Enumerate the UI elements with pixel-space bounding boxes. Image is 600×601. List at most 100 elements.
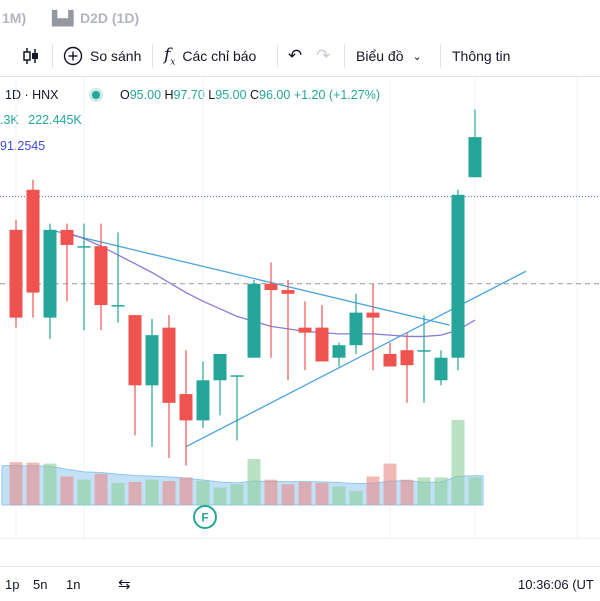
info-button[interactable]: Thông tin xyxy=(452,36,510,76)
volume-bar xyxy=(451,419,465,505)
volume-bar xyxy=(298,482,312,505)
range-1n[interactable]: 1n xyxy=(66,577,81,592)
volume-bar xyxy=(43,463,57,505)
candle-body xyxy=(179,394,193,421)
indicators-button[interactable]: fx Các chỉ báo xyxy=(164,36,256,76)
chart-type-label: Biểu đồ xyxy=(356,48,404,64)
candle-type-button[interactable] xyxy=(22,36,40,76)
candle-body xyxy=(281,290,295,294)
candle-body xyxy=(468,137,482,178)
candle-body xyxy=(298,327,312,333)
candle-body xyxy=(111,305,125,307)
trendline-2 xyxy=(185,270,527,448)
candle-body xyxy=(77,246,91,248)
price-chart[interactable]: 219Tháng Năm1724Tháng 6 F xyxy=(0,77,600,539)
open-value: 95.00 xyxy=(129,88,162,102)
candle-body xyxy=(383,353,397,367)
low-value: 95.00 xyxy=(215,88,247,102)
range-5n[interactable]: 5n xyxy=(33,577,48,592)
legend-exchange: HNX xyxy=(32,88,59,102)
candle-body xyxy=(60,229,74,245)
candle-body xyxy=(128,315,142,386)
function-icon: fx xyxy=(164,44,176,68)
ohlc-values: O95.00 H97.70 L95.00 C96.00 +1.20 (+1.27… xyxy=(120,88,380,102)
volume-bar xyxy=(77,479,91,505)
compare-button[interactable]: So sánh xyxy=(63,36,141,76)
candle-body xyxy=(162,327,176,403)
legend-interval: 1D xyxy=(5,88,21,102)
volume-bar xyxy=(145,479,159,505)
candle-body xyxy=(434,357,448,381)
candle-body xyxy=(145,335,159,386)
info-label: Thông tin xyxy=(452,48,511,64)
volume-bar xyxy=(264,479,278,505)
date-range-icon[interactable]: ⇆ xyxy=(118,576,131,593)
candle-body xyxy=(264,283,278,291)
candle-body xyxy=(196,380,210,421)
chevron-down-icon: ⌄ xyxy=(412,50,422,63)
financials-badge[interactable]: F xyxy=(193,505,217,529)
candle-body xyxy=(230,375,244,377)
candle-body xyxy=(451,194,465,358)
volume-bar xyxy=(400,479,414,505)
volume-bar xyxy=(230,484,244,505)
volume-bar xyxy=(315,482,329,505)
range-1p[interactable]: 1p xyxy=(5,577,20,592)
volume-bar xyxy=(247,459,261,505)
symbol-tab-icon[interactable]: ▙▟ xyxy=(52,10,74,26)
volume-bar xyxy=(162,481,176,505)
volume-value: .3K xyxy=(0,113,19,127)
chart-toolbar: So sánh fx Các chỉ báo ↶ ↷ Biểu đồ ⌄ Thô… xyxy=(0,36,600,77)
redo-icon: ↷ xyxy=(316,46,331,65)
redo-button[interactable]: ↷ xyxy=(316,36,330,76)
candle-body xyxy=(400,350,414,366)
symbol-tab[interactable]: D2D (1D) xyxy=(80,10,140,26)
close-value: 96.00 xyxy=(259,88,291,102)
compare-label: So sánh xyxy=(90,48,142,64)
symbol-legend: 1D · HNX xyxy=(5,88,59,102)
indicators-label: Các chỉ báo xyxy=(182,48,257,64)
volume-bar xyxy=(196,481,210,505)
volume-bar xyxy=(468,477,482,505)
volume-bar xyxy=(9,462,23,505)
volume-bar xyxy=(332,486,346,505)
top-tabs-bar: 1M) ▙▟ D2D (1D) xyxy=(0,0,600,37)
market-status-dot xyxy=(92,91,100,99)
candle-body xyxy=(417,350,431,352)
volume-bar xyxy=(60,476,74,505)
volume-bar xyxy=(179,477,193,505)
candle-body xyxy=(332,345,346,358)
volume-bar xyxy=(383,463,397,505)
candle-body xyxy=(94,246,108,306)
volume-legend: .3K 222.445K xyxy=(0,113,82,127)
volume-bar xyxy=(349,491,363,505)
volume-bar xyxy=(417,477,431,505)
svg-text:F: F xyxy=(201,511,208,525)
volume-bar xyxy=(281,484,295,505)
candle-body xyxy=(366,312,380,318)
volume-bar xyxy=(366,476,380,505)
chart-type-dropdown[interactable]: Biểu đồ ⌄ xyxy=(356,36,422,76)
candle-body xyxy=(315,327,329,362)
bottom-bar: 1p 5n 1n ⇆ 10:36:06 (UT xyxy=(0,566,600,601)
candle-body xyxy=(349,312,363,346)
undo-icon: ↶ xyxy=(288,46,303,65)
undo-button[interactable]: ↶ xyxy=(288,36,302,76)
candle-body xyxy=(26,189,40,293)
volume-ma-value: 222.445K xyxy=(28,113,82,127)
volume-bar xyxy=(94,473,108,505)
change-value: +1.20 (+1.27%) xyxy=(293,88,380,102)
candle-body xyxy=(43,229,57,318)
candle-body xyxy=(9,229,23,318)
clock-time: 10:36:06 (UT xyxy=(518,577,594,592)
volume-bar xyxy=(213,487,227,505)
add-circle-icon xyxy=(63,46,83,66)
candlestick-icon xyxy=(23,48,38,64)
price-line-label: 91.2545 xyxy=(0,139,46,153)
candle-body xyxy=(247,283,261,358)
high-value: 97.70 xyxy=(173,88,205,102)
trendline-1 xyxy=(49,229,450,326)
volume-bar xyxy=(434,477,448,505)
interval-tab-1m[interactable]: 1M) xyxy=(2,10,27,26)
volume-bar xyxy=(26,462,40,505)
